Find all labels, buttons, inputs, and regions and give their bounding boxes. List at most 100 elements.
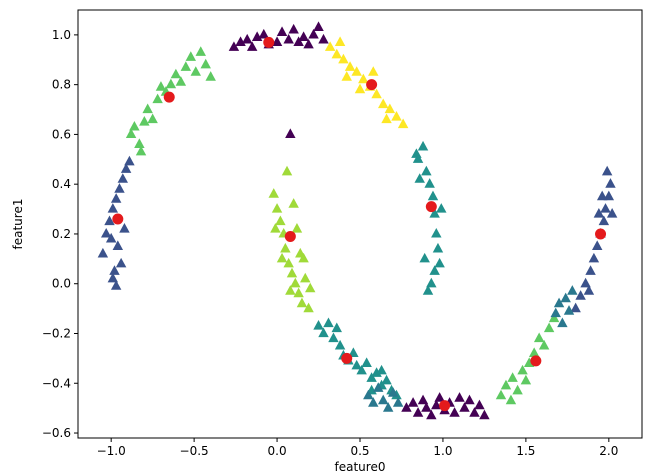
data-point-cluster_0 (459, 402, 470, 412)
x-axis-label: feature0 (335, 460, 386, 474)
data-point-cluster_3 (341, 71, 352, 81)
data-point-cluster_5 (596, 190, 608, 201)
data-point-cluster_0 (431, 399, 442, 410)
data-point-cluster_5 (109, 265, 120, 275)
data-point-cluster_2 (152, 93, 163, 104)
data-point-cluster_2 (170, 68, 182, 79)
data-point-cluster_2 (139, 115, 150, 126)
y-tick-label: 0.4 (52, 177, 71, 191)
x-tick-label: 0.0 (268, 444, 287, 458)
x-axis: −1.0 −0.5 0.0 0.5 1.0 1.5 2.0 (97, 438, 618, 458)
data-point-cluster_0 (401, 402, 412, 412)
data-point-cluster_2 (505, 394, 517, 405)
data-point-cluster_5 (124, 155, 135, 166)
data-point-cluster_2 (165, 78, 177, 89)
data-point-cluster_2 (507, 372, 518, 382)
data-point-cluster_5 (580, 277, 591, 288)
cluster-center (263, 36, 275, 48)
data-point-cluster_1 (351, 359, 362, 370)
data-point-cluster_6 (560, 292, 571, 303)
data-point-cluster_5 (107, 203, 119, 213)
data-point-cluster_4 (288, 198, 299, 208)
data-point-cluster_3 (358, 73, 369, 84)
data-point-cluster_1 (371, 367, 382, 377)
data-point-cluster_0 (228, 41, 240, 51)
data-point-cluster_4 (298, 252, 309, 263)
data-point-cluster_6 (557, 317, 568, 328)
x-tick-label: 2.0 (599, 444, 618, 458)
data-point-cluster_4 (293, 287, 304, 298)
data-point-cluster_3 (368, 66, 379, 76)
data-point-cluster_0 (271, 36, 283, 46)
data-point-cluster_1 (432, 242, 444, 253)
data-point-cluster_0 (421, 402, 432, 412)
data-point-cluster_5 (100, 227, 112, 238)
data-point-cluster_1 (318, 327, 329, 338)
data-point-cluster_1 (381, 374, 392, 385)
data-point-cluster_5 (115, 257, 127, 268)
data-point-cluster_0 (308, 28, 319, 39)
data-point-cluster_2 (205, 71, 216, 81)
data-point-cluster_2 (134, 138, 145, 148)
data-point-cluster_5 (117, 173, 129, 183)
y-tick-label: −0.2 (42, 326, 71, 340)
y-tick-label: 0.8 (52, 78, 71, 92)
x-tick-label: −1.0 (97, 444, 126, 458)
data-point-cluster_3 (381, 113, 392, 124)
x-tick-label: 0.5 (350, 444, 369, 458)
data-point-cluster_6 (368, 397, 379, 407)
data-point-cluster_0 (246, 41, 258, 51)
points-layer (97, 21, 618, 420)
data-point-cluster_4 (281, 165, 293, 176)
data-point-cluster_4 (268, 188, 279, 198)
data-point-cluster_3 (338, 53, 349, 64)
data-point-cluster_4 (305, 282, 316, 293)
data-point-cluster_5 (606, 208, 618, 218)
data-point-cluster_0 (474, 399, 485, 410)
data-point-cluster_2 (500, 379, 512, 390)
data-point-cluster_5 (585, 265, 596, 275)
y-axis: −0.6 −0.4 −0.2 0.0 0.2 0.4 0.6 0.8 1.0 (42, 28, 78, 440)
data-point-cluster_4 (275, 215, 286, 226)
data-point-cluster_3 (344, 61, 356, 71)
data-point-cluster_5 (570, 302, 581, 313)
y-tick-label: 0.2 (52, 227, 71, 241)
y-tick-label: −0.4 (42, 376, 71, 390)
data-point-cluster_5 (104, 215, 115, 226)
data-point-cluster_2 (512, 384, 523, 395)
data-point-cluster_1 (417, 140, 429, 151)
cluster-center (595, 228, 607, 240)
data-point-cluster_5 (575, 290, 586, 300)
data-point-cluster_0 (449, 407, 460, 417)
data-point-cluster_1 (429, 208, 440, 218)
data-point-cluster_2 (495, 389, 507, 400)
data-point-cluster_3 (391, 111, 402, 121)
data-point-cluster_0 (303, 38, 314, 49)
cluster-center (112, 213, 124, 225)
data-point-cluster_2 (543, 322, 555, 333)
cluster-center (439, 400, 451, 412)
data-point-cluster_2 (142, 103, 153, 114)
data-point-cluster_4 (303, 302, 314, 313)
data-point-cluster_4 (270, 222, 281, 233)
data-point-cluster_1 (348, 347, 359, 357)
data-point-cluster_0 (288, 23, 299, 34)
data-point-cluster_0 (283, 33, 294, 44)
data-point-cluster_3 (334, 36, 346, 46)
data-point-cluster_6 (563, 305, 575, 315)
data-point-cluster_2 (135, 145, 147, 156)
data-point-cluster_0 (469, 407, 480, 417)
data-point-cluster_6 (550, 307, 561, 318)
data-point-cluster_6 (373, 382, 384, 392)
data-point-cluster_5 (601, 165, 613, 176)
y-tick-label: 0.0 (52, 277, 71, 291)
data-point-cluster_5 (110, 280, 122, 290)
data-point-cluster_6 (392, 397, 404, 407)
data-point-cluster_2 (195, 46, 206, 56)
data-point-cluster_3 (331, 48, 342, 59)
cluster-center (366, 79, 378, 91)
data-point-cluster_1 (412, 153, 424, 163)
data-point-cluster_2 (190, 66, 201, 76)
data-point-cluster_0 (426, 409, 437, 420)
